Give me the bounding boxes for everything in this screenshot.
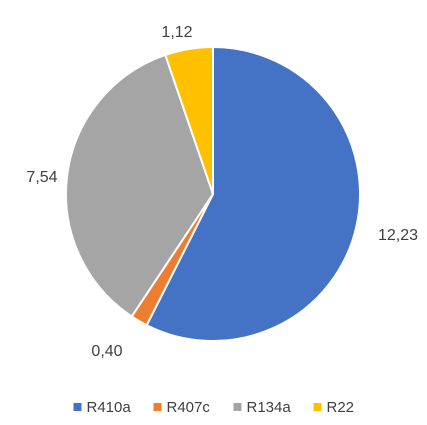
legend: R410a R407c R134a R22 (73, 399, 355, 416)
legend-item-r134a: R134a (233, 399, 292, 416)
legend-item-r407c: R407c (153, 399, 211, 416)
pie-slices (65, 46, 361, 342)
legend-label-r410a: R410a (87, 399, 132, 416)
pie-slice-r134a (65, 53, 214, 318)
legend-item-r22: R22 (313, 399, 355, 416)
data-label-r410a: 12,23 (378, 227, 418, 244)
legend-swatch-r407c (153, 403, 162, 411)
legend-swatch-r410a (73, 403, 82, 411)
legend-item-r410a: R410a (73, 399, 132, 416)
data-label-r134a: 7,54 (26, 169, 57, 186)
legend-swatch-r22 (313, 403, 322, 411)
pie-slice-r410a (145, 46, 361, 342)
data-label-r22: 1,12 (161, 24, 192, 41)
pie-slice-r22 (164, 46, 214, 195)
legend-swatch-r134a (233, 403, 242, 411)
legend-label-r407c: R407c (167, 399, 211, 416)
legend-label-r22: R22 (327, 399, 355, 416)
data-labels: 12,23 0,40 7,54 1,12 (26, 24, 418, 360)
legend-label-r134a: R134a (247, 399, 292, 416)
data-label-r407c: 0,40 (91, 343, 122, 360)
